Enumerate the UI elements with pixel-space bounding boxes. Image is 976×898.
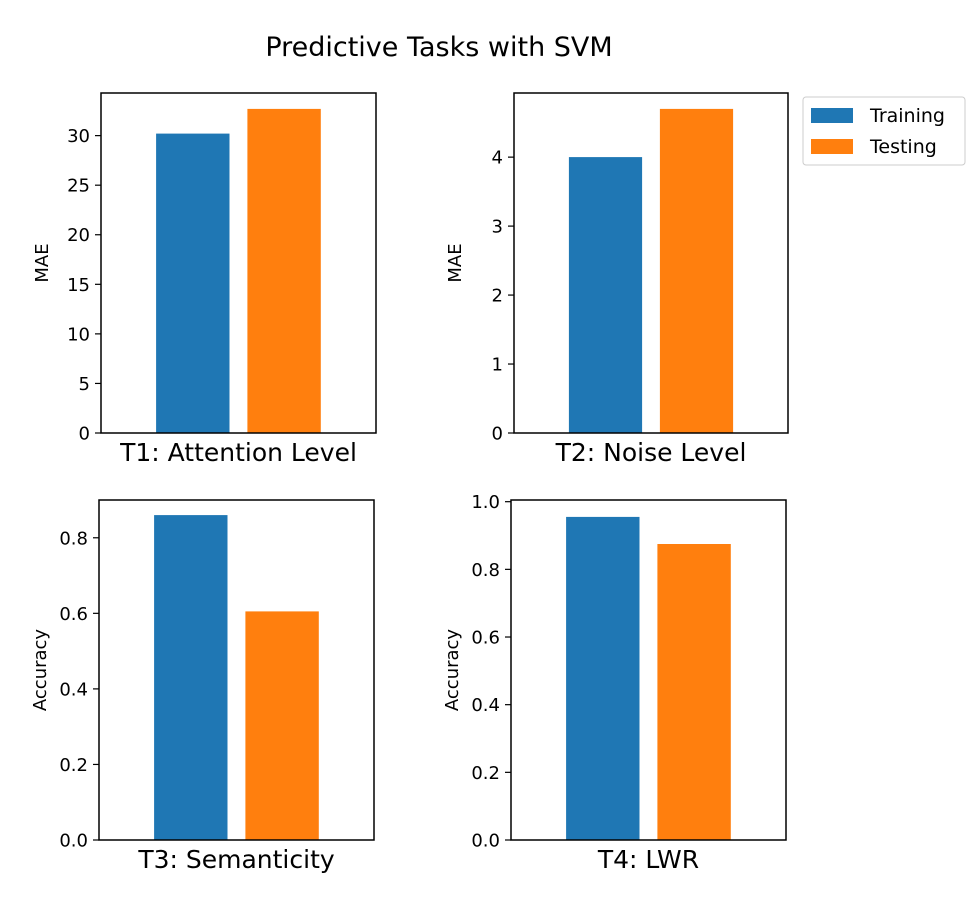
- y-tick-label-2-2: 2: [492, 286, 503, 307]
- y-tick-label-4-4: 0.8: [471, 560, 500, 581]
- y-axis-label-2: MAE: [445, 243, 466, 282]
- bar-testing-2: [659, 108, 734, 434]
- axes-frame-2: [513, 92, 789, 434]
- y-tick-label-3-4: 0.8: [59, 528, 88, 549]
- x-axis-label-2: T2: Noise Level: [555, 438, 747, 467]
- legend-label-testing: Testing: [869, 136, 937, 158]
- y-axis-label-1: MAE: [32, 243, 53, 282]
- legend-swatch-testing: [811, 139, 853, 154]
- bar-testing-4: [657, 544, 731, 840]
- subplots: 0 5 10 15 20 25 30 MAE T1: Attention Level 0 1 2 3 4 M…: [30, 92, 789, 874]
- axes-frame-3: [98, 499, 375, 841]
- y-tick-label-4-3: 0.6: [471, 628, 500, 649]
- y-tick-label-2-4: 4: [492, 148, 503, 169]
- x-axis-label-1: T1: Attention Level: [119, 438, 357, 467]
- y-tick-label-1-4: 20: [67, 225, 90, 246]
- y-tick-label-2-0: 0: [492, 424, 503, 445]
- y-tick-label-1-1: 5: [79, 374, 90, 395]
- y-tick-label-1-2: 10: [67, 324, 90, 345]
- legend: Training Testing: [802, 96, 966, 166]
- subplot-2: 0 1 2 3 4 MAE T2: Noise Level: [445, 92, 789, 467]
- y-tick-label-1-5: 25: [67, 176, 90, 197]
- y-tick-label-3-3: 0.6: [59, 604, 88, 625]
- legend-label-training: Training: [869, 105, 945, 127]
- y-tick-label-2-3: 3: [492, 217, 503, 238]
- x-axis-label-3: T3: Semanticity: [137, 845, 335, 874]
- subplot-3: 0.0 0.2 0.4 0.6 0.8 Accuracy T3: Semanticity: [30, 499, 375, 874]
- bar-testing-3: [245, 611, 319, 840]
- axes-frame-4: [510, 499, 787, 841]
- bar-training-4: [566, 516, 640, 840]
- y-axis-label-3: Accuracy: [30, 629, 51, 712]
- y-tick-label-3-2: 0.4: [59, 679, 88, 700]
- bar-testing-1: [247, 108, 321, 434]
- y-axis-label-4: Accuracy: [442, 629, 463, 712]
- y-tick-label-4-5: 1.0: [471, 492, 500, 513]
- y-tick-label-3-0: 0.0: [59, 831, 88, 852]
- figure-title: Predictive Tasks with SVM: [265, 32, 612, 63]
- y-tick-label-1-6: 30: [67, 126, 90, 147]
- bar-training-2: [568, 157, 643, 433]
- y-tick-label-1-3: 15: [67, 275, 90, 296]
- bar-training-1: [156, 133, 230, 433]
- legend-swatch-training: [811, 108, 853, 123]
- subplot-1: 0 5 10 15 20 25 30 MAE T1: Attention Level: [32, 92, 377, 467]
- x-axis-label-4: T4: LWR: [597, 845, 699, 874]
- y-tick-label-4-0: 0.0: [471, 831, 500, 852]
- axes-frame-1: [100, 92, 377, 434]
- y-tick-label-4-2: 0.4: [471, 695, 500, 716]
- bar-training-3: [154, 515, 228, 840]
- y-tick-label-3-1: 0.2: [59, 755, 88, 776]
- y-tick-label-2-1: 1: [492, 355, 503, 376]
- subplot-4: 0.0 0.2 0.4 0.6 0.8 1.0 Accuracy T4: LWR: [442, 492, 787, 874]
- y-tick-label-1-0: 0: [79, 424, 90, 445]
- y-tick-label-4-1: 0.2: [471, 763, 500, 784]
